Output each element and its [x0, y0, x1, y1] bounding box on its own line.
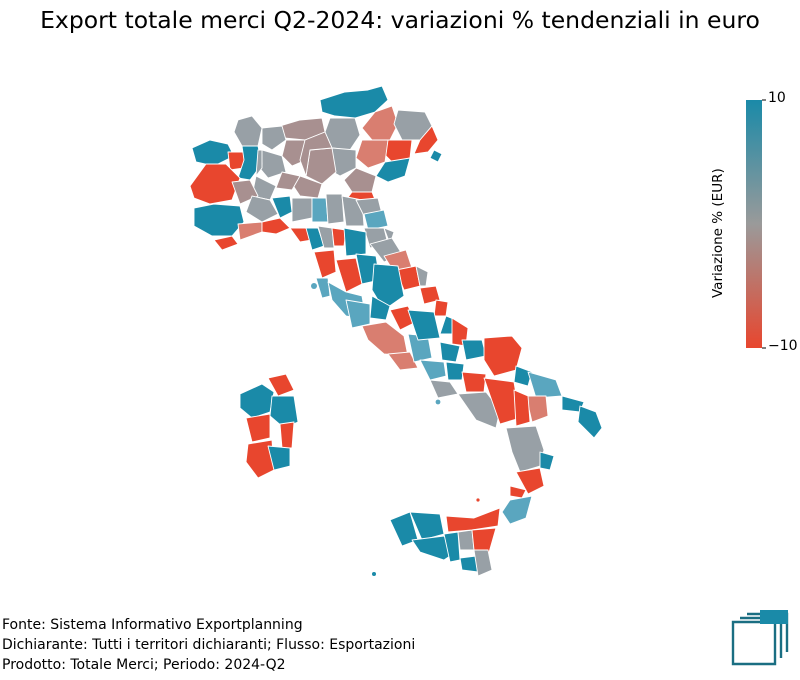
map-title: Export totale merci Q2-2024: variazioni … — [40, 6, 760, 34]
province-imperia[interactable] — [213, 235, 239, 251]
province-pistoia[interactable] — [331, 227, 347, 247]
colorbar — [746, 100, 762, 348]
province-alessandria[interactable] — [245, 195, 279, 223]
province-brescia[interactable] — [299, 131, 333, 177]
colorbar-min-label: −10 — [768, 338, 798, 354]
province-savona[interactable] — [237, 221, 263, 241]
source-footer: Fonte: Sistema Informativo Exportplannin… — [2, 615, 415, 675]
province-ascoli[interactable] — [419, 285, 441, 305]
province-lecce[interactable] — [577, 405, 603, 439]
province-modena[interactable] — [325, 193, 345, 225]
province-taranto[interactable] — [525, 395, 549, 423]
province-parma[interactable] — [291, 197, 313, 223]
province-messina[interactable] — [445, 507, 501, 533]
province-novara[interactable] — [255, 149, 263, 177]
province-latina[interactable] — [387, 351, 419, 371]
province-livorno[interactable] — [315, 277, 331, 299]
province-bari[interactable] — [527, 371, 563, 399]
province-teramo[interactable] — [433, 299, 449, 317]
province-isernia[interactable] — [439, 341, 461, 363]
island-elba — [311, 283, 317, 289]
province-lucca[interactable] — [317, 225, 335, 249]
province-cosenza[interactable] — [505, 425, 545, 473]
province-matera[interactable] — [513, 389, 531, 427]
province-pisa[interactable] — [313, 249, 337, 279]
province-cagliari[interactable] — [267, 445, 291, 471]
province-sud-sardegna[interactable] — [245, 439, 275, 479]
province-firenze[interactable] — [343, 227, 367, 257]
province-caserta[interactable] — [419, 359, 447, 381]
province-crotone[interactable] — [539, 451, 555, 471]
province-genova[interactable] — [261, 217, 291, 235]
province-enna[interactable] — [457, 529, 475, 551]
province-napoli[interactable] — [429, 379, 459, 399]
province-verona[interactable] — [305, 147, 337, 185]
island-eolie — [476, 498, 480, 502]
exportplanning-logo-icon — [731, 610, 789, 666]
province-reggio-calabria[interactable] — [501, 495, 533, 525]
province-ogliastra[interactable] — [279, 421, 295, 449]
province-reggio-emilia[interactable] — [311, 197, 329, 223]
province-siracusa[interactable] — [473, 549, 493, 577]
island-pantelleria — [372, 572, 376, 576]
province-vibo[interactable] — [509, 485, 527, 499]
province-benevento[interactable] — [445, 361, 465, 381]
province-gallura[interactable] — [267, 373, 295, 397]
province-terni[interactable] — [369, 295, 391, 321]
province-gorizia-trieste[interactable] — [413, 125, 439, 155]
province-verbania[interactable] — [233, 115, 263, 147]
province-cuneo[interactable] — [193, 203, 245, 237]
province-catanzaro[interactable] — [515, 467, 545, 495]
footer-declarant: Dichiarante: Tutti i territori dichiaran… — [2, 637, 416, 653]
province-viterbo[interactable] — [345, 299, 371, 329]
province-fermo[interactable] — [415, 265, 429, 287]
province-venezia[interactable] — [375, 157, 411, 183]
province-ravenna[interactable] — [363, 209, 389, 231]
province-bat[interactable] — [513, 365, 533, 387]
province-sassari[interactable] — [239, 383, 275, 419]
province-oristano[interactable] — [245, 413, 271, 443]
province-laquila[interactable] — [407, 309, 441, 341]
province-bolzano[interactable] — [319, 85, 389, 119]
footer-product: Prodotto: Totale Merci; Periodo: 2024-Q2 — [2, 657, 286, 673]
island-ischia — [435, 399, 441, 405]
province-cremona[interactable] — [275, 171, 301, 191]
province-campobasso[interactable] — [461, 339, 487, 361]
province-avellino[interactable] — [461, 371, 487, 393]
province-perugia[interactable] — [371, 263, 405, 311]
colorbar-max-label: 10 — [768, 90, 786, 106]
province-treviso[interactable] — [355, 139, 389, 169]
footer-source: Fonte: Sistema Informativo Exportplannin… — [2, 617, 303, 633]
province-como[interactable] — [261, 125, 287, 151]
province-trieste[interactable] — [429, 149, 443, 163]
